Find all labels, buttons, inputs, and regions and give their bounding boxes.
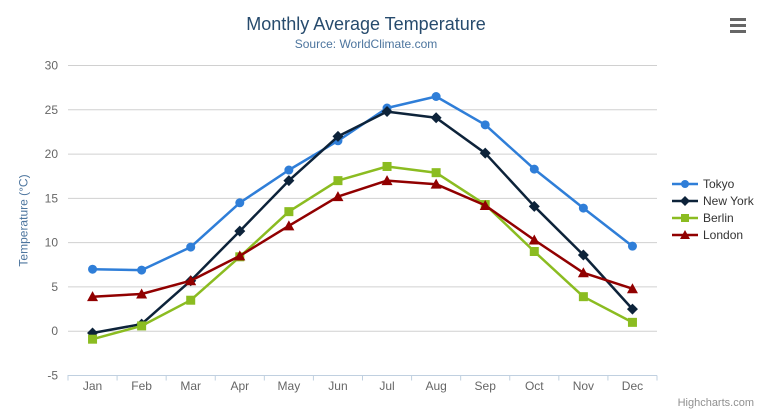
data-point-marker[interactable]	[88, 334, 98, 344]
y-axis-label: 15	[45, 191, 59, 205]
legend-item-new-york[interactable]: New York	[672, 194, 754, 208]
data-point-marker[interactable]	[479, 199, 491, 210]
y-axis-label: 20	[45, 147, 59, 161]
y-axis-title: Temperature (°C)	[16, 174, 31, 267]
data-point-marker[interactable]	[430, 178, 442, 189]
x-axis-label: Aug	[425, 379, 446, 393]
legend-item-london[interactable]: London	[672, 228, 754, 242]
data-point-marker[interactable]	[577, 249, 589, 261]
data-point-marker[interactable]	[627, 241, 637, 251]
data-point-marker[interactable]	[186, 242, 196, 252]
legend: Tokyo New York Berlin London	[672, 177, 754, 245]
y-axis-label: 25	[45, 103, 59, 117]
data-point-marker[interactable]	[137, 265, 147, 275]
data-point-marker[interactable]	[680, 196, 690, 206]
data-point-marker[interactable]	[626, 283, 638, 294]
data-point-marker[interactable]	[578, 292, 588, 302]
data-point-marker[interactable]	[529, 247, 539, 256]
data-point-marker[interactable]	[234, 250, 246, 261]
x-axis-label: Dec	[622, 379, 643, 393]
series-line-new-york	[92, 110, 634, 335]
data-point-marker[interactable]	[284, 165, 294, 175]
data-point-marker[interactable]	[578, 203, 588, 213]
series-line-berlin	[92, 165, 634, 341]
chart-subtitle: Source: WorldClimate.com	[294, 37, 438, 51]
y-axis-label: 5	[51, 280, 58, 294]
x-axis-label: Oct	[525, 379, 544, 393]
data-point-marker[interactable]	[381, 175, 393, 186]
series-line-london	[92, 179, 633, 298]
data-point-marker[interactable]	[430, 112, 442, 124]
data-point-marker[interactable]	[234, 225, 246, 237]
data-point-marker[interactable]	[284, 207, 294, 217]
data-point-marker[interactable]	[136, 288, 148, 299]
data-point-marker[interactable]	[185, 275, 197, 286]
x-axis-label: Jun	[328, 379, 347, 393]
data-point-marker[interactable]	[431, 92, 441, 101]
legend-item-label: New York	[703, 194, 754, 208]
y-axis-label: 10	[45, 236, 59, 250]
legend-item-berlin[interactable]: Berlin	[672, 211, 754, 225]
series-tokyo	[88, 92, 637, 275]
data-point-marker[interactable]	[480, 120, 490, 130]
data-point-marker[interactable]	[332, 130, 344, 142]
data-point-marker[interactable]	[332, 191, 344, 202]
hamburger-menu-icon	[730, 18, 748, 33]
data-point-marker[interactable]	[382, 161, 392, 171]
x-axis-label: Jul	[379, 379, 394, 393]
legend-item-tokyo[interactable]: Tokyo	[672, 177, 754, 191]
data-point-marker[interactable]	[283, 220, 295, 231]
data-point-marker[interactable]	[235, 198, 245, 208]
x-axis-label: Jan	[83, 379, 102, 393]
export-menu-button[interactable]	[728, 16, 750, 42]
chart-title: Monthly Average Temperature	[246, 14, 486, 34]
data-point-marker[interactable]	[87, 291, 99, 302]
x-axis-label: Mar	[180, 379, 201, 393]
legend-item-label: Tokyo	[703, 177, 735, 191]
data-point-marker[interactable]	[626, 303, 638, 315]
data-point-marker[interactable]	[529, 164, 539, 174]
data-point-marker[interactable]	[577, 267, 589, 278]
data-point-marker[interactable]	[681, 214, 689, 222]
legend-marker-icon	[672, 214, 698, 222]
data-point-marker[interactable]	[627, 317, 637, 327]
x-axis-label: Apr	[230, 379, 249, 393]
data-point-marker[interactable]	[528, 200, 540, 212]
y-axis-label: 30	[45, 59, 59, 73]
data-point-marker[interactable]	[88, 264, 98, 274]
legend-marker-icon	[672, 230, 698, 239]
y-axis-label: 0	[51, 324, 58, 338]
series-line-tokyo	[92, 95, 634, 272]
data-point-marker[interactable]	[186, 295, 196, 305]
data-point-marker[interactable]	[381, 106, 393, 118]
x-axis-label: May	[278, 379, 301, 393]
legend-marker-icon	[672, 196, 698, 206]
series-new-york	[87, 106, 638, 339]
legend-marker-icon	[672, 180, 698, 188]
data-point-marker[interactable]	[431, 168, 441, 178]
highcharts-credit-link[interactable]: Highcharts.com	[677, 397, 754, 409]
x-axis-label: Sep	[475, 379, 497, 393]
x-axis-label: Feb	[131, 379, 152, 393]
data-point-marker[interactable]	[283, 175, 295, 187]
series-london	[87, 175, 638, 302]
data-point-marker[interactable]	[479, 147, 491, 159]
data-point-marker[interactable]	[528, 234, 540, 245]
data-point-marker[interactable]	[680, 230, 690, 239]
legend-item-label: Berlin	[703, 211, 734, 225]
x-axis-label: Nov	[573, 379, 594, 393]
y-axis-label: -5	[47, 369, 58, 383]
data-point-marker[interactable]	[137, 321, 147, 331]
data-point-marker[interactable]	[681, 180, 689, 188]
data-point-marker[interactable]	[333, 176, 343, 186]
legend-item-label: London	[703, 228, 744, 242]
